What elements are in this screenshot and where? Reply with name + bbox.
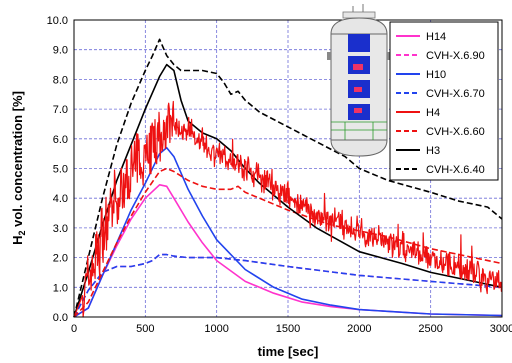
series-line-cvh-x-6-70 [73,253,503,318]
legend-entries: H14 CVH-X.6.90 H10 CVH-X.6.70 H4 CVH-X.6.60 H3… [396,31,485,176]
series-line-cvh-x-6-40 [73,38,503,318]
y-tick-label: 2.0 [53,253,68,265]
legend-label: CVH-X.6.70 [426,88,485,100]
x-tick-label: 1500 [276,323,300,335]
series-layer [73,38,503,318]
legend-label: H14 [426,31,446,43]
legend-label: CVH-X.6.60 [426,126,485,138]
legend: H14 CVH-X.6.90 H10 CVH-X.6.70 H4 CVH-X.6.60 H3… [389,21,499,181]
x-tick-label: 2000 [347,323,371,335]
y-tick-label: 4.0 [53,193,68,205]
x-tick-label: 1000 [204,323,228,335]
legend-label: CVH-X.6.40 [426,164,485,176]
y-tick-label: 8.0 [53,74,68,86]
legend-box [389,21,499,181]
series-line-h14 [73,184,503,318]
vessel-schematic [327,4,391,157]
legend-label: H10 [426,69,446,81]
y-axis-title-rest: vol. concentration [%] [10,91,25,230]
x-tick-labels: 0 500 1000 1500 2000 2500 3000 [71,323,512,335]
x-tick-label: 2500 [418,323,442,335]
plot-area-frame [73,19,503,318]
y-tick-label: 10.0 [47,15,68,27]
y-tick-label: 3.0 [53,223,68,235]
y-tick-label: 9.0 [53,45,68,57]
y-axis-title-main: H [10,236,25,245]
legend-label: H4 [426,107,440,119]
y-tick-label: 5.0 [53,164,68,176]
y-tick-labels: 0.0 1.0 2.0 3.0 4.0 5.0 6.0 7.0 8.0 9.0 10.0 [47,15,68,324]
legend-label: CVH-X.6.90 [426,50,485,62]
x-tick-label: 500 [136,323,154,335]
y-tick-label: 0.0 [53,312,68,324]
y-tick-label: 6.0 [53,134,68,146]
y-axis-title-subscript: 2 [17,231,27,236]
x-tick-label: 0 [71,323,77,335]
series-line-h4 [73,100,503,318]
x-axis-title: time [sec] [258,344,319,359]
y-tick-label: 7.0 [53,104,68,116]
y-axis-title: H2 vol. concentration [%] [10,91,27,245]
y-tick-label: 1.0 [53,282,68,294]
legend-label: H3 [426,145,440,157]
x-tick-label: 3000 [490,323,512,335]
